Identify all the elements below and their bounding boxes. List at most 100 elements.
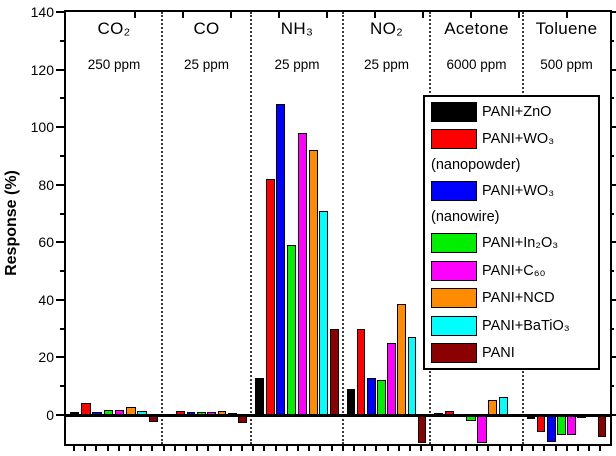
y-tick-label-120: 120	[30, 61, 54, 78]
legend-label-pani-wo3: PANI+WO₃	[482, 183, 555, 200]
bar-acetone-pani-c60	[477, 414, 487, 443]
legend-box: PANI+ZnO PANI+WO₃ (nanopowder) PANI+WO₃ (nan…	[423, 95, 600, 370]
x-minor-tick-35	[465, 444, 467, 451]
gas-separator-2	[342, 12, 344, 444]
legend-label-pani-wo3: PANI+WO₃	[482, 131, 555, 148]
y-major-tick-left-40	[56, 298, 66, 301]
y-major-tick-right-40	[610, 298, 616, 301]
x-minor-tick-36	[476, 444, 479, 451]
bar-nh3-pani-c60	[297, 132, 307, 416]
x-minor-tick-47	[599, 444, 602, 451]
y-tick-label-140: 140	[30, 4, 54, 20]
bar-no2-pani-c60	[387, 343, 396, 416]
bar-no2-pani-ncd	[397, 304, 406, 416]
y-major-tick-right-140	[610, 11, 616, 13]
x-minor-tick-40	[521, 444, 523, 451]
x-minor-tick-7	[151, 444, 154, 451]
legend-note-nanopowder: (nanopowder)	[431, 157, 521, 174]
bar-no2-pani-zno	[346, 389, 356, 416]
y-major-tick-right-20	[610, 356, 616, 359]
y-tick-label-80: 80	[38, 176, 54, 193]
y-minor-tick-right-70	[610, 212, 614, 215]
gas-label-toluene: Toluene	[535, 19, 598, 38]
x-minor-tick-43	[554, 444, 557, 451]
legend-item-pani-ncd-7: PANI+NCD	[431, 286, 594, 310]
gas-separator-0	[161, 12, 163, 444]
bar-toluene-pani	[597, 414, 607, 437]
x-minor-tick-12	[207, 444, 210, 451]
legend-item-pani-c60-6: PANI+C₆₀	[431, 259, 594, 283]
x-minor-tick-33	[442, 444, 445, 451]
y-minor-tick-left-90	[60, 154, 66, 157]
x-minor-tick-19	[285, 444, 288, 451]
x-minor-tick-45	[577, 444, 579, 451]
bar-no2-pani	[417, 414, 427, 443]
gas-label-acetone: Acetone	[444, 19, 509, 38]
legend-swatch-pani-wo3-1	[431, 129, 477, 150]
x-minor-tick-23	[330, 444, 333, 451]
legend-item-pani-9: PANI	[431, 341, 594, 365]
bar-nh3-pani-ncd	[308, 150, 318, 416]
x-top-tick-1	[182, 12, 184, 18]
x-minor-tick-25	[353, 444, 355, 451]
x-minor-tick-32	[431, 444, 434, 451]
x-minor-tick-14	[229, 444, 232, 451]
x-minor-tick-37	[487, 444, 490, 451]
legend-swatch-pani-ncd-7	[431, 288, 477, 309]
x-minor-tick-4	[117, 444, 120, 451]
y-major-tick-left-80	[56, 183, 66, 186]
x-minor-tick-31	[420, 444, 423, 451]
x-minor-tick-1	[84, 444, 87, 451]
y-major-tick-right-80	[610, 183, 616, 186]
legend-label-pani: PANI	[482, 344, 515, 361]
gas-concentration-nh3: 25 ppm	[274, 57, 320, 72]
x-top-tick-8	[518, 12, 520, 18]
x-minor-tick-39	[509, 444, 512, 451]
legend-label-pani-in2o3: PANI+In₂O₃	[482, 235, 559, 252]
x-minor-tick-20	[297, 444, 299, 451]
y-minor-tick-right-10	[610, 385, 614, 388]
plot-area: CO₂ 250 ppm CO 25 ppm NH₃ 25 ppm NO₂ 25 ppm Acet…	[66, 12, 610, 444]
x-top-tick-3	[278, 12, 280, 18]
legend-swatch-pani-batio3-8	[431, 315, 477, 336]
gas-concentration-no2: 25 ppm	[363, 57, 410, 72]
x-minor-tick-22	[319, 444, 322, 451]
bar-nh3-pani-batio3	[319, 210, 329, 416]
y-minor-tick-left-70	[60, 212, 66, 215]
legend-item-pani-in2o3-5: PANI+In₂O₃	[431, 231, 594, 255]
bar-toluene-pani-in2o3	[557, 414, 566, 436]
x-top-tick-0	[134, 12, 136, 18]
x-minor-tick-6	[140, 444, 143, 451]
y-major-tick-left-60	[56, 241, 66, 244]
legend-item-pani-wo3-3: PANI+WO₃	[431, 179, 594, 203]
bar-toluene-pani-wo3-nanopowder	[536, 414, 546, 433]
x-minor-tick-13	[218, 444, 221, 451]
y-major-tick-left-0	[56, 414, 66, 416]
bar-nh3-pani-wo3-nanowire	[276, 104, 286, 416]
y-major-tick-left-140	[56, 11, 66, 13]
legend-item-pani-zno-0: PANI+ZnO	[431, 100, 594, 124]
x-minor-tick-0	[73, 444, 75, 451]
y-minor-tick-right-90	[610, 154, 614, 157]
y-minor-tick-left-10	[60, 385, 66, 388]
x-minor-tick-21	[308, 444, 311, 451]
x-top-tick-6	[422, 12, 424, 18]
gas-concentration-acetone: 6000 ppm	[446, 57, 507, 72]
y-minor-tick-right-30	[610, 327, 614, 330]
y-major-tick-right-60	[610, 241, 616, 244]
x-minor-tick-15	[241, 444, 243, 451]
legend-note-nanowire: (nanowire)	[431, 209, 500, 226]
legend-item-pani-batio3-8: PANI+BaTiO₃	[431, 314, 594, 338]
x-minor-tick-10	[185, 444, 187, 451]
y-major-tick-left-120	[56, 68, 66, 71]
gas-label-no2: NO₂	[370, 19, 403, 38]
legend-swatch-pani-wo3-3	[431, 181, 477, 202]
bar-nh3-pani-wo3-nanopowder	[265, 178, 275, 416]
x-minor-tick-5	[129, 444, 131, 451]
x-minor-tick-34	[453, 444, 456, 451]
bar-nh3-pani	[330, 328, 340, 416]
bar-toluene-pani-c60	[567, 414, 576, 436]
x-minor-tick-18	[274, 444, 277, 451]
x-minor-tick-26	[364, 444, 367, 451]
